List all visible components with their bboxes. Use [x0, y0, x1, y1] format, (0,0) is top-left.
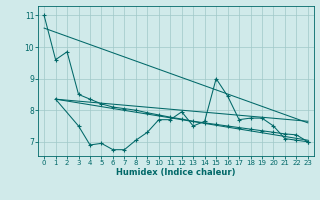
X-axis label: Humidex (Indice chaleur): Humidex (Indice chaleur): [116, 168, 236, 177]
